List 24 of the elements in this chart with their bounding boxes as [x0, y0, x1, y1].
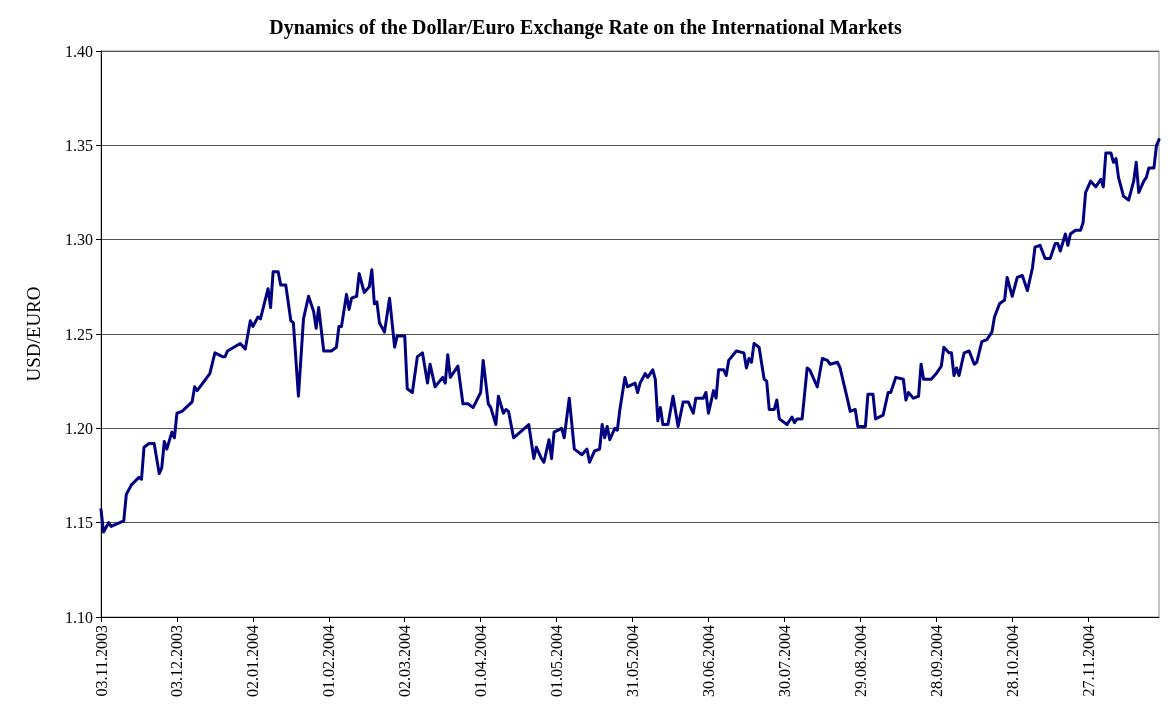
- y-tick-label: 1.35: [65, 136, 93, 154]
- x-tick-label: 03.11.2003: [92, 625, 110, 697]
- x-tick-label: 02.01.2004: [244, 625, 262, 697]
- x-tick-label: 01.04.2004: [472, 625, 490, 697]
- y-tick-label: 1.40: [65, 42, 93, 60]
- y-tick-label: 1.30: [65, 231, 93, 249]
- y-tick-label: 1.10: [65, 608, 93, 626]
- y-axis-title: USD/EURO: [23, 286, 44, 382]
- chart-title: Dynamics of the Dollar/Euro Exchange Rate on the International Markets: [269, 16, 902, 39]
- y-tick-label: 1.20: [65, 419, 93, 437]
- x-tick-label: 31.05.2004: [624, 625, 642, 697]
- x-tick-label: 30.06.2004: [699, 625, 717, 697]
- x-tick-label: 02.03.2004: [396, 625, 414, 697]
- x-tick-label: 28.09.2004: [927, 625, 945, 697]
- x-tick-label: 03.12.2003: [168, 625, 186, 697]
- x-tick-label: 29.08.2004: [851, 625, 869, 697]
- x-tick-label: 30.07.2004: [775, 625, 793, 697]
- x-tick-label: 01.05.2004: [548, 625, 566, 697]
- y-tick-label: 1.25: [65, 325, 93, 343]
- y-tick-label: 1.15: [65, 514, 93, 532]
- x-tick-label: 01.02.2004: [320, 625, 338, 697]
- line-series: [99, 138, 1161, 534]
- x-tick-label: 28.10.2004: [1003, 625, 1021, 697]
- x-tick-label: 27.11.2004: [1079, 625, 1097, 697]
